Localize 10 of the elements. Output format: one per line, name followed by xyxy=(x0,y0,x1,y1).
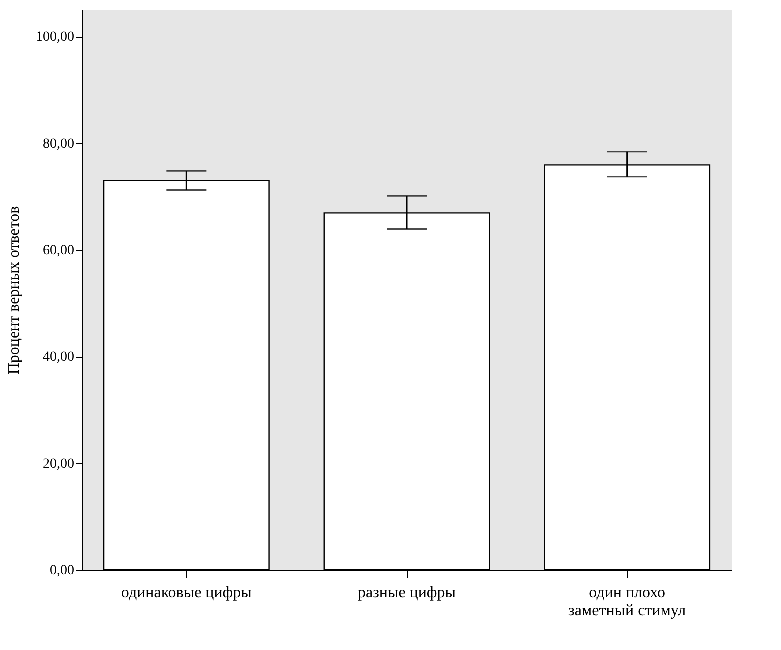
x-tick-label: разные цифры xyxy=(358,584,456,602)
y-axis-title: Процент верных ответов xyxy=(6,206,23,375)
x-tick-label: одинаковые цифры xyxy=(121,584,252,602)
y-tick-label: 40,00 xyxy=(43,350,74,366)
y-tick-label: 60,00 xyxy=(43,244,74,258)
y-tick-label: 20,00 xyxy=(43,456,74,472)
y-tick-label: 80,00 xyxy=(43,136,74,152)
x-tick-label: один плохо заметный стимул xyxy=(568,584,686,620)
y-tick-label: 0,00 xyxy=(50,564,74,578)
y-tick-label: 100,00 xyxy=(36,30,74,46)
